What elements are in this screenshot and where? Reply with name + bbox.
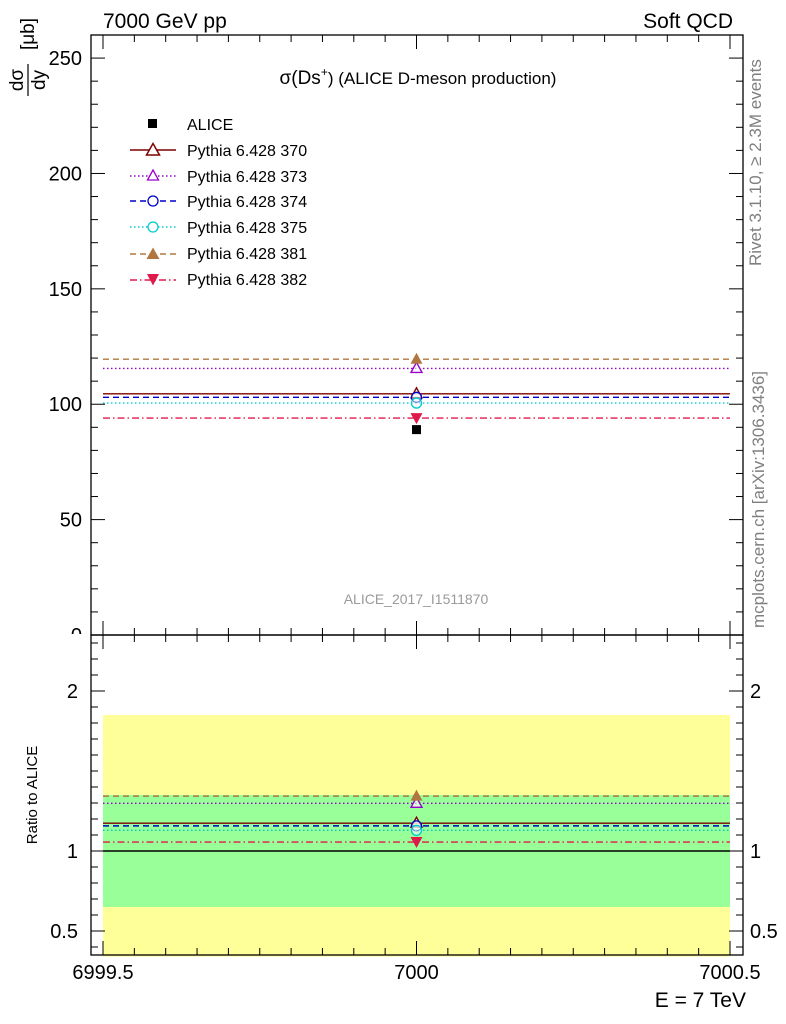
axes-ticks: 50 100 150 200 250 0 6999.5 7000 7000.5 0.5 0.5 1 1 2… [49, 35, 778, 984]
legend-entry-370: Pythia 6.428 370 [130, 141, 307, 160]
legend-label-370: Pythia 6.428 370 [187, 143, 307, 160]
chart-title-base: σ(Ds [280, 68, 321, 89]
ratio-y-axis-label: Ratio to ALICE [24, 746, 41, 844]
rivet-version-text: Rivet 3.1.10, ≥ 2.3M events [746, 59, 765, 266]
main-marker-pythia-6-428-382 [410, 413, 423, 425]
legend-label-382: Pythia 6.428 382 [187, 272, 307, 289]
y-label-unit: [μb] [18, 18, 39, 50]
main-marker-pythia-6-428-373 [409, 361, 424, 374]
y-label-den: dy [29, 69, 50, 90]
main-y-tick-label: 100 [49, 394, 82, 416]
x-axis-label: E = 7 TeV [655, 989, 746, 1012]
process-header: Soft QCD [643, 10, 733, 33]
legend-marker-381 [146, 247, 160, 259]
legend-entry-375: Pythia 6.428 375 [130, 220, 307, 237]
main-marker-pythia-6-428-375 [410, 397, 423, 409]
ratio-y-tick-label-left: 1 [67, 841, 78, 863]
legend-entry-373: Pythia 6.428 373 [130, 168, 307, 186]
x-tick-label: 6999.5 [72, 962, 133, 984]
ratio-y-tick-label-right: 2 [750, 681, 761, 703]
main-marker-pythia-6-428-381 [410, 352, 423, 364]
legend-marker-382 [147, 274, 159, 286]
ratio-y-tick-label-right: 1 [750, 841, 761, 863]
ratio-y-tick-label-left: 2 [67, 681, 78, 703]
main-y-tick-label: 150 [49, 279, 82, 301]
legend-label-alice: ALICE [187, 117, 233, 134]
main-y-tick-label: 200 [49, 163, 82, 185]
legend-entry-374: Pythia 6.428 374 [130, 194, 307, 211]
legend-entry-alice: ALICE [148, 117, 233, 134]
legend: ALICE Pythia 6.428 370 Pythia 6.428 373 … [130, 117, 307, 289]
legend-entry-381: Pythia 6.428 381 [130, 246, 307, 263]
legend-marker-374 [147, 195, 159, 207]
legend-label-375: Pythia 6.428 375 [187, 220, 307, 237]
ratio-y-tick-label-right: 0.5 [750, 921, 778, 943]
ratio-marker-pythia-6-428-375 [410, 824, 423, 837]
main-y-tick-label: 250 [49, 48, 82, 70]
legend-label-373: Pythia 6.428 373 [187, 169, 307, 186]
main-y-axis-label: dσ dy [μb] [7, 18, 50, 96]
main-y-tick-label: 50 [60, 510, 82, 532]
legend-marker-375 [147, 221, 159, 233]
ratio-marker-pythia-6-428-382 [410, 837, 423, 849]
mcplots-reference-text: mcplots.cern.ch [arXiv:1306.3436] [749, 370, 768, 628]
energy-header: 7000 GeV pp [103, 10, 227, 33]
ratio-panel-series [103, 789, 730, 852]
x-tick-label: 7000.5 [699, 962, 760, 984]
y-label-num: dσ [7, 69, 28, 92]
chart-title: σ(Ds+) (ALICE D-meson production) [280, 65, 557, 89]
legend-marker-alice [148, 119, 157, 128]
analysis-watermark: ALICE_2017_I1511870 [344, 591, 489, 607]
legend-marker-370 [145, 141, 161, 156]
main-y-tick-label-zero: 0 [71, 625, 82, 647]
legend-label-374: Pythia 6.428 374 [187, 194, 307, 211]
x-tick-label: 7000 [394, 962, 439, 984]
chart-title-sup: + [321, 65, 328, 79]
main-marker-alice [412, 425, 421, 435]
chart-title-rest: ) (ALICE D-meson production) [328, 69, 557, 88]
legend-entry-382: Pythia 6.428 382 [130, 272, 307, 289]
legend-label-381: Pythia 6.428 381 [187, 246, 307, 263]
ratio-marker-pythia-6-428-373 [409, 795, 424, 809]
ratio-marker-pythia-6-428-381 [410, 789, 423, 801]
legend-marker-373 [146, 168, 160, 181]
main-panel-series [103, 352, 730, 435]
ratio-y-tick-label-left: 0.5 [50, 921, 78, 943]
